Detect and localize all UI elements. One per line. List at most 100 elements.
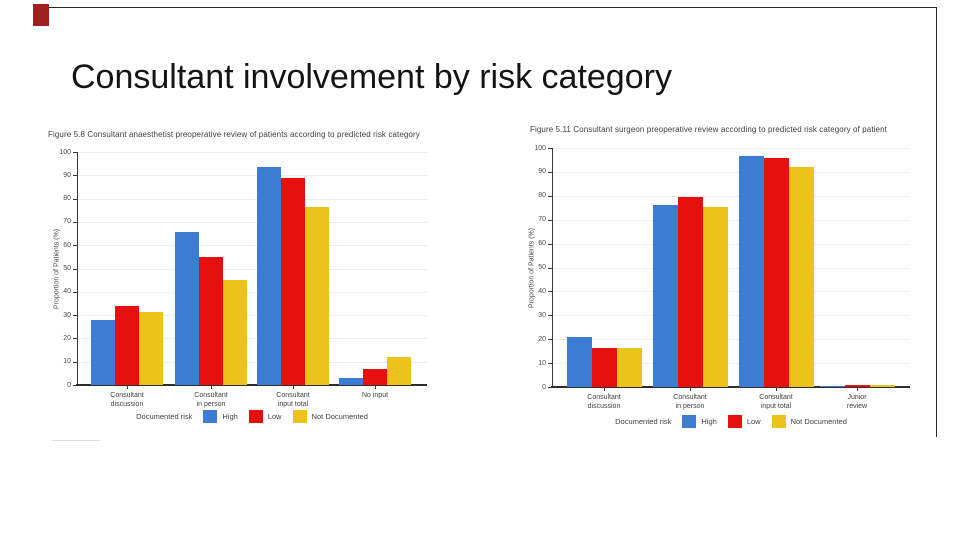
legend-swatch-not-documented (771, 415, 786, 428)
y-tick-mark (73, 198, 77, 200)
y-tick-label: 100 (59, 148, 71, 156)
category-label: No input (361, 392, 389, 399)
legend-item-label: High (701, 417, 717, 426)
figure-caption: Figure 5.8 Consultant anaesthetist preop… (48, 130, 420, 139)
category-label: Consultant discussion (110, 392, 144, 408)
x-tick-mark (211, 385, 212, 389)
legend-item-low: Low (727, 415, 761, 428)
y-axis-title: Proportion of Patients (%) (53, 228, 61, 309)
legend: Documented risk High Low Not Documented (77, 410, 427, 423)
y-tick-mark (73, 291, 77, 293)
y-tick-mark (548, 195, 552, 197)
y-tick-mark (548, 171, 552, 173)
y-tick-mark (73, 385, 77, 386)
grid-line (552, 148, 910, 149)
legend-item-label: Not Documented (311, 412, 368, 421)
bar-high-consultant-in-person (652, 205, 678, 387)
grid-line (552, 195, 910, 197)
category-label: Consultant input total (759, 394, 793, 410)
bar-high-consultant-input-total (257, 167, 281, 385)
y-tick-label: 80 (63, 195, 71, 203)
x-tick-mark (293, 385, 294, 389)
y-tick-label: 90 (63, 171, 71, 179)
legend-item-label: High (222, 412, 238, 421)
y-tick-mark (548, 148, 552, 149)
bar-low-consultant-input-total (281, 177, 305, 385)
legend-swatch-not-documented (292, 410, 307, 423)
bar-low-consultant-in-person (199, 256, 223, 385)
y-tick-mark (548, 339, 552, 341)
x-tick-mark (690, 387, 691, 391)
y-tick-label: 60 (63, 241, 71, 249)
x-tick-mark (375, 385, 376, 389)
y-tick-mark (73, 315, 77, 317)
x-axis-line (76, 384, 427, 386)
top-border-line (35, 7, 936, 8)
grid-line (77, 268, 427, 270)
legend-item-label: Low (267, 412, 282, 421)
y-tick-mark (548, 291, 552, 293)
y-tick-mark (73, 268, 77, 270)
bar-not-documented-consultant-discussion (139, 311, 163, 385)
legend-title: Documented risk (136, 412, 193, 421)
bar-not-documented-no-input (387, 357, 411, 385)
y-tick-mark (548, 363, 552, 365)
grid-line (77, 361, 427, 363)
y-tick-mark (73, 221, 77, 223)
bar-not-documented-consultant-in-person (223, 280, 247, 385)
y-tick-label: 0 (67, 381, 71, 389)
category-label: Consultant in person (673, 394, 707, 410)
legend-item-label: Low (746, 417, 761, 426)
y-axis-line (77, 152, 78, 385)
bar-not-documented-consultant-input-total (788, 167, 814, 387)
y-tick-mark (73, 245, 77, 247)
grid-line (77, 245, 427, 247)
x-tick-mark (857, 387, 858, 391)
y-tick-label: 30 (538, 311, 546, 319)
grid-line (552, 339, 910, 341)
bar-high-consultant-discussion (566, 336, 592, 387)
grid-line (552, 243, 910, 245)
y-tick-mark (548, 243, 552, 245)
bar-high-consultant-discussion (91, 319, 115, 385)
legend-item-not-documented: Not Documented (292, 410, 368, 423)
y-tick-mark (73, 152, 77, 153)
x-tick-mark (604, 387, 605, 391)
bar-not-documented-consultant-in-person (702, 206, 728, 387)
right-border-line (936, 7, 937, 437)
legend-swatch-low (248, 410, 263, 423)
legend-item-high: High (682, 415, 717, 428)
y-tick-mark (548, 219, 552, 221)
y-tick-mark (73, 338, 77, 340)
legend-swatch-high (203, 410, 218, 423)
bar-low-no-input (363, 368, 387, 385)
y-tick-label: 50 (538, 264, 546, 271)
y-tick-label: 90 (538, 168, 546, 176)
legend-item-low: Low (248, 410, 282, 423)
y-tick-mark (548, 387, 552, 388)
y-tick-mark (73, 361, 77, 363)
bar-not-documented-consultant-discussion (616, 347, 642, 387)
bar-low-consultant-discussion (115, 305, 139, 385)
bottom-left-faint-line (52, 440, 100, 441)
y-tick-label: 20 (63, 334, 71, 342)
bar-high-consultant-input-total (738, 156, 764, 387)
y-tick-label: 20 (538, 335, 546, 343)
y-tick-label: 80 (538, 192, 546, 200)
bar-high-no-input (339, 378, 363, 385)
x-tick-mark (776, 387, 777, 391)
grid-line (77, 152, 427, 153)
legend-item-high: High (203, 410, 238, 423)
grid-line (552, 291, 910, 293)
x-axis-line (551, 386, 910, 388)
plot-area: 0 10 20 30 40 50 60 70 80 90 100 Consultant discuss… (59, 149, 427, 408)
y-tick-label: 40 (63, 288, 71, 296)
grid-line (552, 363, 910, 365)
legend-title: Documented risk (615, 417, 672, 426)
grid-line (552, 315, 910, 317)
bar-not-documented-consultant-input-total (305, 206, 329, 385)
category-label: Junior review (846, 394, 868, 410)
category-label: Consultant in person (194, 392, 228, 408)
grid-line (552, 219, 910, 221)
bar-high-junior-review (819, 385, 845, 387)
